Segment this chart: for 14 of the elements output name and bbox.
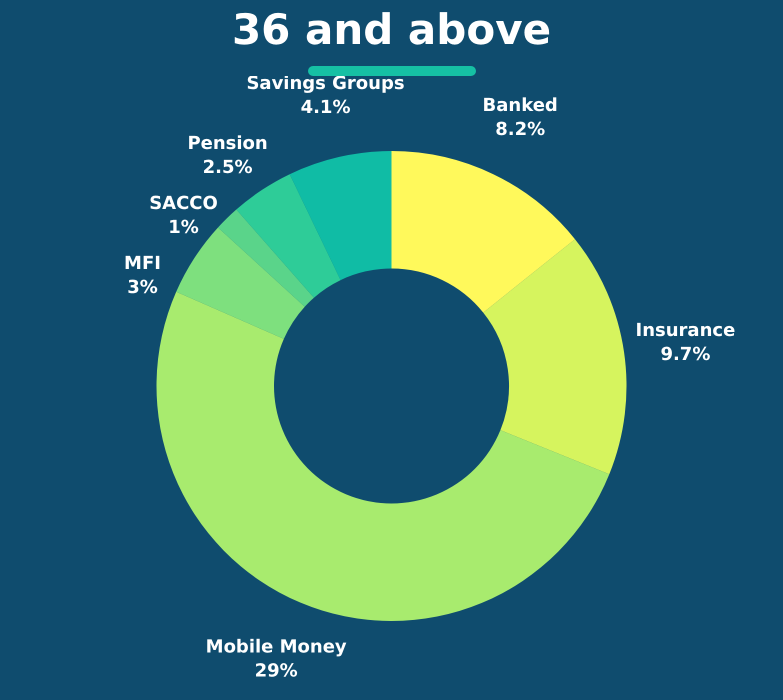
data-label: 8.2% (495, 118, 546, 140)
slice-label: Banked (482, 94, 558, 116)
slice-label: MFI (124, 253, 161, 274)
slice-label: Pension (187, 133, 268, 154)
slice-label: SACCO (149, 193, 218, 214)
data-label: 4.1% (300, 97, 350, 118)
data-label: 29% (254, 660, 298, 682)
slice-label: Mobile Money (206, 636, 347, 658)
data-label: 9.7% (660, 344, 710, 365)
slice-label: Insurance (636, 320, 736, 341)
chart-title: 36 and above (230, 4, 552, 56)
data-label: 3% (127, 277, 158, 298)
data-label: 1% (168, 217, 199, 238)
data-label: 2.5% (202, 157, 253, 178)
